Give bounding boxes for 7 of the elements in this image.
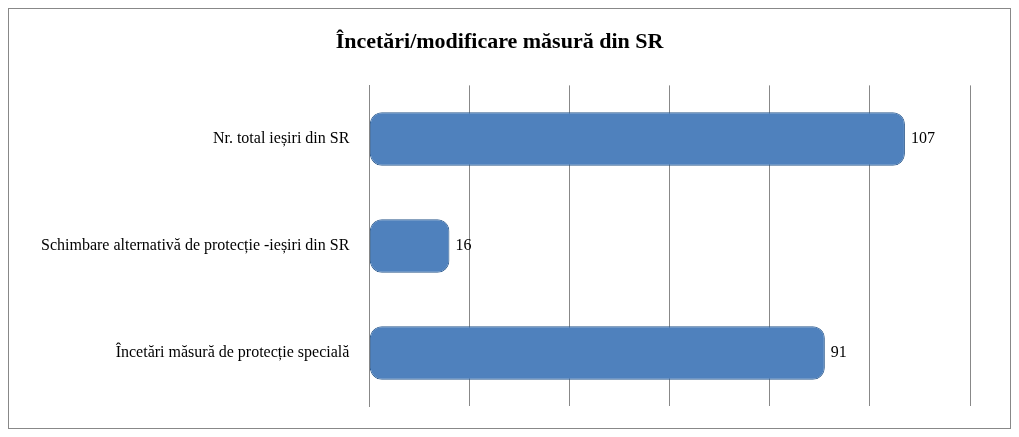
chart-title: Încetări/modificare măsură din SR: [335, 27, 665, 53]
y-tick-label: Nr. total ieșiri din SR: [212, 129, 350, 148]
y-tick-label: Încetări măsură de protecție specială: [115, 342, 350, 362]
data-label: 16: [455, 236, 472, 254]
data-label: 107: [910, 129, 935, 147]
y-tick-label: Schimbare alternativă de protecție -ieșiri din SR: [41, 236, 350, 255]
data-label: 91: [830, 343, 847, 361]
